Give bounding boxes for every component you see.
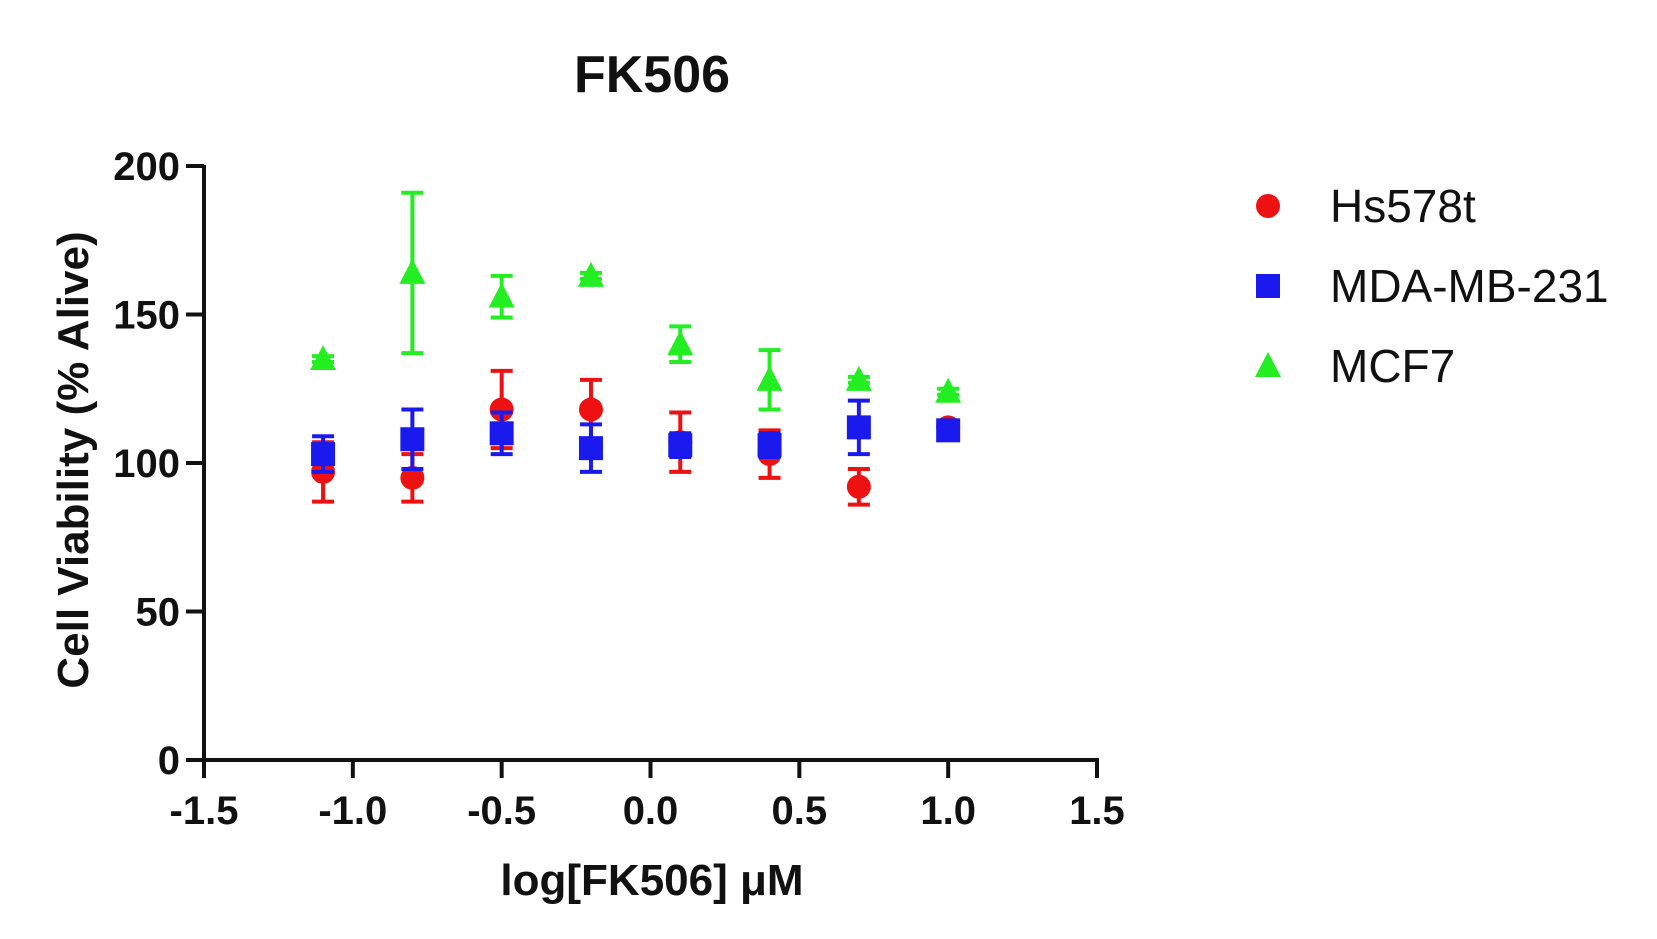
legend-marker	[1255, 352, 1281, 377]
x-tick-label: 0.0	[623, 789, 679, 833]
data-point	[668, 433, 693, 458]
data-point	[845, 365, 872, 391]
legend-label: Hs578t	[1330, 180, 1476, 232]
data-point	[310, 345, 337, 371]
x-tick-label: 1.5	[1069, 789, 1125, 833]
data-point	[488, 282, 515, 308]
legend-label: MCF7	[1330, 340, 1455, 392]
data-point	[667, 330, 694, 356]
series-mda-mb-231	[311, 398, 961, 474]
x-tick-label: 0.5	[772, 789, 828, 833]
series-mcf7	[310, 190, 962, 412]
data-point	[399, 258, 426, 284]
legend-marker	[1256, 194, 1280, 218]
data-point	[577, 261, 604, 287]
data-point	[935, 377, 962, 403]
data-point	[936, 418, 961, 443]
x-tick-label: -1.0	[318, 789, 387, 833]
data-point	[578, 436, 603, 461]
data-point	[311, 442, 336, 467]
y-tick-label: 150	[113, 294, 180, 338]
y-axis-title: Cell Viability (% Alive)	[49, 231, 98, 688]
data-point	[846, 474, 871, 499]
data-point	[757, 433, 782, 458]
data-point	[756, 365, 783, 391]
legend-label: MDA-MB-231	[1330, 260, 1609, 312]
x-tick-label: -0.5	[467, 789, 536, 833]
chart-title: FK506	[574, 46, 730, 104]
y-tick-label: 200	[113, 145, 180, 189]
data-point	[489, 397, 514, 422]
data-point	[846, 415, 871, 440]
plot-area	[310, 190, 962, 507]
y-tick-label: 0	[158, 739, 180, 783]
legend: Hs578t MDA-MB-231 MCF7	[1255, 180, 1609, 392]
x-tick-label: -1.5	[170, 789, 239, 833]
axes: 0 50 100 150 200 -1.5 -1.0 -0.5 0.0 0.5 1.0 1.5	[113, 145, 1125, 833]
data-point	[578, 397, 603, 422]
x-tick-label: 1.0	[920, 789, 976, 833]
data-point	[400, 465, 425, 490]
legend-marker	[1256, 274, 1280, 298]
data-point	[489, 421, 514, 446]
x-axis-title: log[FK506] μM	[500, 856, 803, 905]
data-point	[400, 427, 425, 452]
y-tick-label: 50	[136, 591, 181, 635]
y-tick-label: 100	[113, 442, 180, 486]
